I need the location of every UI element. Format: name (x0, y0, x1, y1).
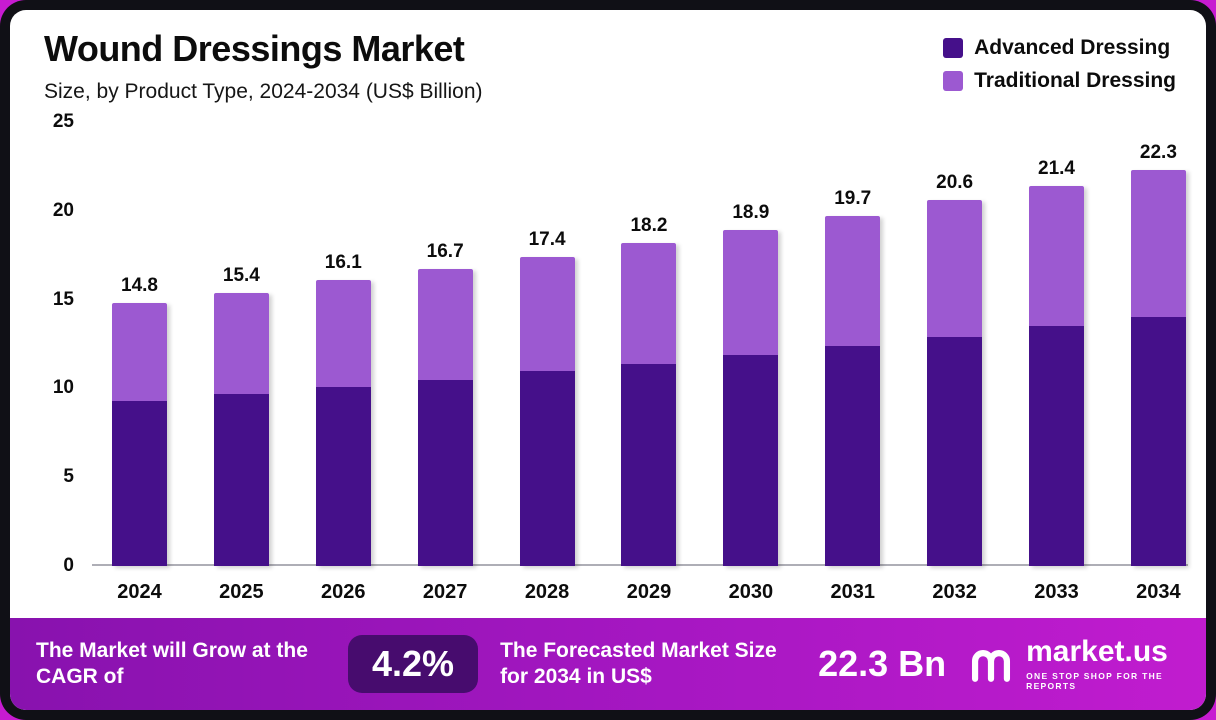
y-axis: 0 5 10 15 20 25 (10, 111, 90, 618)
bar-segment-advanced (621, 363, 677, 566)
stacked-bar (417, 269, 473, 566)
y-axis-tick: 15 (52, 288, 74, 310)
x-axis-label: 2024 (117, 580, 162, 603)
bar-column: 16.7 2027 (417, 122, 473, 618)
stacked-bar (315, 280, 371, 566)
bar-segment-traditional (315, 280, 371, 387)
bar-value-label: 14.8 (121, 275, 158, 297)
bar-column: 19.7 2031 (825, 122, 881, 618)
x-axis-label: 2030 (728, 580, 774, 603)
bar-column: 20.6 2032 (927, 122, 983, 618)
stacked-bar (723, 230, 779, 566)
bar-value-label: 18.2 (630, 214, 668, 236)
cagr-value-badge: 4.2% (348, 635, 479, 693)
bar-column: 17.4 2028 (519, 122, 575, 618)
bar-value-label: 17.4 (528, 228, 566, 250)
bar-segment-advanced (315, 386, 371, 566)
bar-value-label: 16.1 (324, 252, 362, 274)
x-axis-label: 2028 (524, 580, 570, 603)
stacked-bar (112, 303, 167, 566)
bar-segment-traditional (1029, 185, 1085, 327)
bar-column: 18.2 2029 (621, 122, 677, 618)
content-panel: Wound Dressings Market Size, by Product … (10, 10, 1206, 710)
title-block: Wound Dressings Market Size, by Product … (44, 28, 483, 122)
stacked-bar (927, 200, 983, 566)
advanced-swatch-icon (943, 38, 964, 58)
brand-name: market.us (1026, 635, 1168, 668)
brand-text: market.us ONE STOP SHOP FOR THE REPORTS (1026, 635, 1180, 692)
legend-label-traditional: Traditional Dressing (974, 69, 1176, 92)
bar-segment-traditional (213, 292, 269, 394)
forecast-label: The Forecasted Market Size for 2034 in U… (500, 638, 777, 688)
bar-column: 15.4 2025 (213, 122, 269, 618)
x-axis-label: 2031 (830, 580, 875, 603)
stacked-bar (1029, 185, 1085, 566)
bar-value-label: 15.4 (222, 264, 260, 286)
legend: Advanced Dressing Traditional Dressing (943, 36, 1176, 122)
bar-segment-advanced (825, 345, 881, 566)
bar-segment-traditional (1130, 169, 1186, 318)
bar-value-label: 16.7 (426, 241, 464, 263)
bar-segment-advanced (112, 400, 167, 566)
plot-area: 14.8 2024 15.4 2025 16.1 2026 16.7 2027 17.4 2028… (90, 122, 1206, 618)
footer-banner: The Market will Grow at the CAGR of 4.2%… (10, 618, 1206, 710)
y-axis-tick: 20 (52, 199, 74, 221)
stacked-bar (519, 256, 575, 566)
stacked-bar (825, 216, 881, 566)
x-axis-label: 2026 (321, 580, 366, 603)
legend-item-traditional: Traditional Dressing (943, 69, 1176, 93)
x-axis-label: 2034 (1136, 580, 1181, 603)
bar-segment-advanced (1130, 317, 1186, 566)
page-title: Wound Dressings Market (44, 28, 465, 69)
bar-column: 21.4 2033 (1029, 122, 1085, 618)
bar-column: 22.3 2034 (1130, 122, 1186, 618)
bar-value-label: 22.3 (1139, 141, 1177, 163)
brand-tagline: ONE STOP SHOP FOR THE REPORTS (1026, 671, 1164, 691)
bar-segment-traditional (723, 230, 779, 355)
legend-label-advanced: Advanced Dressing (974, 36, 1171, 59)
bar-column: 16.1 2026 (315, 122, 371, 618)
bar-segment-advanced (519, 370, 575, 566)
bar-value-label: 18.9 (732, 202, 770, 224)
bar-column: 14.8 2024 (112, 122, 167, 618)
bar-segment-traditional (519, 256, 575, 371)
bar-segment-advanced (723, 354, 779, 566)
x-axis-label: 2033 (1034, 580, 1079, 603)
bar-segment-advanced (213, 393, 269, 566)
traditional-swatch-icon (943, 71, 964, 91)
bar-segment-advanced (417, 379, 473, 566)
bar-segment-traditional (927, 200, 983, 337)
bar-segment-traditional (112, 303, 167, 401)
bar-segment-advanced (927, 336, 983, 566)
y-axis-tick: 10 (52, 377, 74, 399)
bar-segment-traditional (621, 242, 677, 364)
stacked-bar (1130, 169, 1186, 566)
bar-column: 18.9 2030 (723, 122, 779, 618)
legend-item-advanced: Advanced Dressing (943, 36, 1176, 60)
x-axis-label: 2029 (626, 580, 672, 603)
bar-value-label: 20.6 (936, 172, 974, 194)
cagr-label: The Market will Grow at the CAGR of (36, 638, 308, 688)
header: Wound Dressings Market Size, by Product … (10, 10, 1206, 122)
stacked-bar (213, 292, 269, 566)
y-axis-tick: 5 (63, 466, 74, 488)
y-axis-tick: 0 (63, 555, 74, 576)
market-us-logo-icon (968, 639, 1014, 690)
forecast-value: 22.3 Bn (818, 643, 947, 684)
bar-segment-traditional (417, 269, 473, 380)
stacked-bar (621, 242, 677, 566)
brand-logo: market.us ONE STOP SHOP FOR THE REPORTS (968, 637, 1180, 691)
bar-segment-traditional (825, 216, 881, 346)
page-subtitle: Size, by Product Type, 2024-2034 (US$ Bi… (44, 80, 483, 103)
bar-segment-advanced (1029, 326, 1085, 566)
x-axis-label: 2032 (932, 580, 977, 603)
bar-value-label: 21.4 (1038, 157, 1075, 179)
bar-value-label: 19.7 (834, 188, 872, 210)
y-axis-tick: 25 (52, 111, 74, 132)
x-axis-label: 2025 (219, 580, 264, 603)
stacked-bar-chart: 0 5 10 15 20 25 14.8 2024 15.4 2025 16.1 2026 16.7 2… (10, 111, 1206, 618)
x-axis-label: 2027 (422, 580, 468, 603)
